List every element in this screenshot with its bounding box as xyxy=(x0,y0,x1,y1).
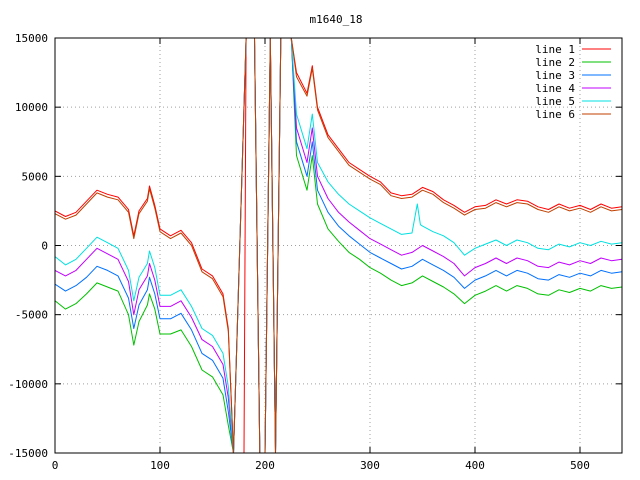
x-tick-label: 500 xyxy=(570,459,590,472)
legend-label-1: line 1 xyxy=(535,43,575,56)
axis-layer: 0 100 200 300 400 500 -15000 -10000 -5000 0 5000 10… xyxy=(8,32,622,472)
grid-layer xyxy=(55,38,622,453)
legend-label-4: line 4 xyxy=(535,82,575,95)
legend-label-6: line 6 xyxy=(535,108,575,121)
y-tick-label: 5000 xyxy=(22,170,49,183)
chart-title: m1640_18 xyxy=(310,13,363,26)
x-tick-label: 200 xyxy=(255,459,275,472)
y-tick-label: 15000 xyxy=(15,32,48,45)
x-tick-label: 400 xyxy=(465,459,485,472)
y-tick-label: -10000 xyxy=(8,378,48,391)
x-tick-label: 300 xyxy=(360,459,380,472)
x-tick-label: 100 xyxy=(150,459,170,472)
series-line-2 xyxy=(55,38,622,453)
series-layer xyxy=(55,38,622,453)
plot-frame xyxy=(54,37,623,454)
y-tick-label: 10000 xyxy=(15,101,48,114)
legend-label-3: line 3 xyxy=(535,69,575,82)
y-tick-label: 0 xyxy=(41,240,48,253)
series-line-5 xyxy=(55,38,622,453)
series-line-6 xyxy=(55,38,622,453)
y-tick-label: -5000 xyxy=(15,309,48,322)
legend-label-2: line 2 xyxy=(535,56,575,69)
series-line-4 xyxy=(55,38,622,453)
y-tick-label: -15000 xyxy=(8,447,48,460)
legend-label-5: line 5 xyxy=(535,95,575,108)
x-tick-label: 0 xyxy=(52,459,59,472)
series-line-3 xyxy=(55,38,622,453)
